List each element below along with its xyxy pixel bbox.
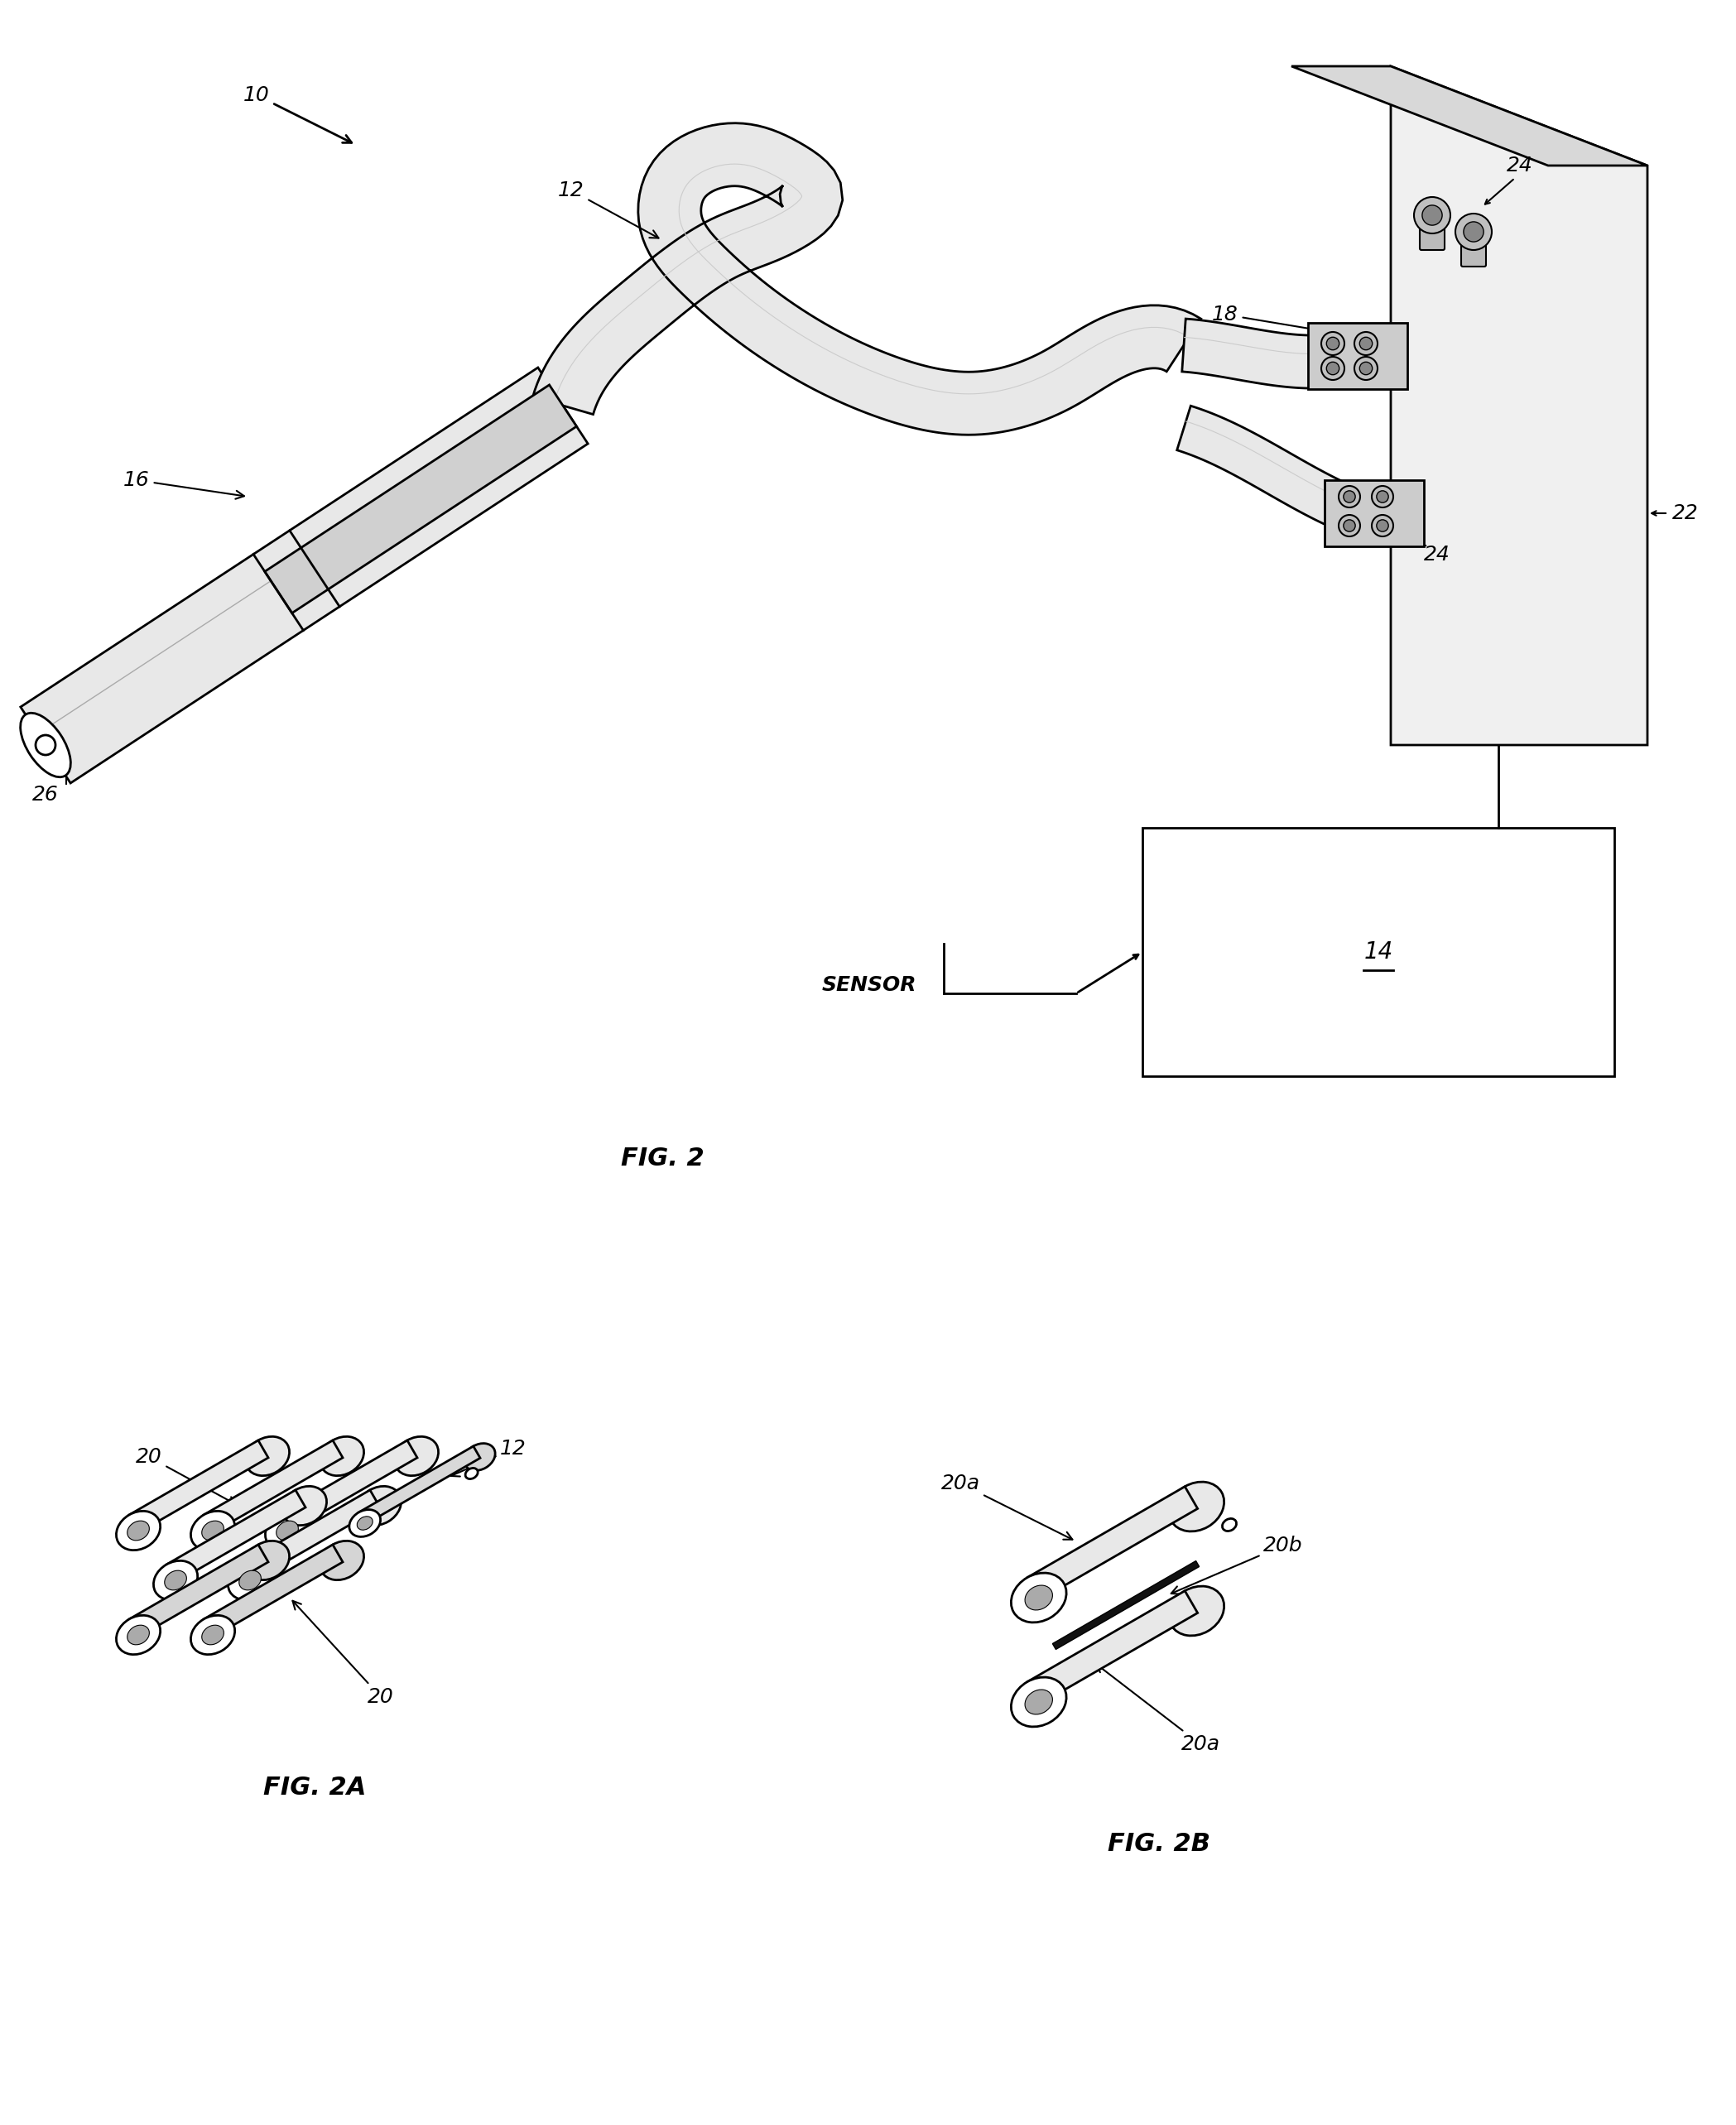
Ellipse shape <box>266 1511 309 1551</box>
Ellipse shape <box>165 1570 186 1590</box>
Circle shape <box>1321 357 1344 380</box>
Ellipse shape <box>1010 1572 1066 1621</box>
Circle shape <box>1338 514 1361 536</box>
Circle shape <box>1344 521 1356 531</box>
Polygon shape <box>1028 1488 1198 1600</box>
Text: 20a: 20a <box>1095 1664 1220 1753</box>
Text: SENSOR: SENSOR <box>821 975 917 995</box>
Circle shape <box>1354 332 1378 355</box>
Ellipse shape <box>1168 1585 1224 1636</box>
Ellipse shape <box>227 1560 273 1600</box>
Ellipse shape <box>245 1541 290 1581</box>
Ellipse shape <box>319 1437 365 1475</box>
Text: 22: 22 <box>1672 504 1698 523</box>
Circle shape <box>1371 487 1394 508</box>
Circle shape <box>1359 338 1373 351</box>
Polygon shape <box>128 1545 269 1636</box>
Ellipse shape <box>245 1437 290 1475</box>
Circle shape <box>1344 491 1356 504</box>
Polygon shape <box>203 1545 342 1636</box>
Circle shape <box>1338 487 1361 508</box>
Circle shape <box>1413 198 1450 234</box>
Polygon shape <box>1028 1592 1198 1704</box>
Circle shape <box>1326 361 1338 374</box>
Ellipse shape <box>1024 1585 1052 1611</box>
Ellipse shape <box>201 1626 224 1645</box>
Ellipse shape <box>21 714 71 778</box>
Ellipse shape <box>127 1522 149 1541</box>
Circle shape <box>1321 332 1344 355</box>
Circle shape <box>1377 521 1389 531</box>
FancyBboxPatch shape <box>1420 215 1444 251</box>
Circle shape <box>1354 357 1378 380</box>
Polygon shape <box>533 123 1201 436</box>
Text: FIG. 2: FIG. 2 <box>620 1148 705 1171</box>
Ellipse shape <box>1222 1519 1236 1532</box>
Ellipse shape <box>127 1626 149 1645</box>
Polygon shape <box>1182 319 1364 389</box>
Circle shape <box>1455 215 1491 251</box>
FancyBboxPatch shape <box>1462 230 1486 266</box>
Ellipse shape <box>276 1522 299 1541</box>
Ellipse shape <box>116 1511 160 1551</box>
Ellipse shape <box>358 1485 401 1526</box>
Text: FIG. 2A: FIG. 2A <box>264 1776 366 1800</box>
Ellipse shape <box>116 1615 160 1655</box>
Ellipse shape <box>283 1485 326 1526</box>
Polygon shape <box>203 1441 342 1532</box>
Polygon shape <box>278 1441 417 1532</box>
Polygon shape <box>21 368 589 784</box>
Circle shape <box>1359 361 1373 374</box>
Polygon shape <box>241 1490 380 1581</box>
Text: 10: 10 <box>243 85 352 142</box>
Ellipse shape <box>240 1570 260 1590</box>
Ellipse shape <box>191 1615 234 1655</box>
Ellipse shape <box>1010 1677 1066 1728</box>
Polygon shape <box>266 385 576 614</box>
Polygon shape <box>359 1447 481 1524</box>
Ellipse shape <box>349 1509 380 1536</box>
Text: 24: 24 <box>1424 544 1450 565</box>
Circle shape <box>1371 514 1394 536</box>
Polygon shape <box>1052 1562 1200 1649</box>
Polygon shape <box>128 1441 269 1532</box>
Polygon shape <box>1177 406 1366 536</box>
Text: 12: 12 <box>557 181 658 238</box>
Circle shape <box>36 735 56 754</box>
Text: 16: 16 <box>123 470 245 499</box>
Ellipse shape <box>1024 1689 1052 1715</box>
Text: 18: 18 <box>1212 304 1321 334</box>
Text: 20a: 20a <box>941 1473 1073 1538</box>
Polygon shape <box>1292 66 1647 166</box>
Polygon shape <box>1391 66 1647 746</box>
Ellipse shape <box>201 1522 224 1541</box>
Text: 12: 12 <box>451 1439 526 1477</box>
Ellipse shape <box>319 1541 365 1581</box>
Ellipse shape <box>464 1443 495 1470</box>
Text: 20b: 20b <box>1172 1536 1304 1594</box>
Bar <box>1325 480 1424 546</box>
Circle shape <box>1422 206 1443 225</box>
Text: 26: 26 <box>33 784 59 805</box>
Circle shape <box>1326 338 1338 351</box>
Text: FIG. 2B: FIG. 2B <box>1108 1832 1210 1855</box>
Ellipse shape <box>358 1517 373 1530</box>
Ellipse shape <box>1168 1481 1224 1532</box>
Ellipse shape <box>153 1560 198 1600</box>
Circle shape <box>1463 221 1484 242</box>
Circle shape <box>1377 491 1389 504</box>
Text: 24: 24 <box>1507 155 1533 176</box>
Text: 14: 14 <box>1364 941 1392 963</box>
Ellipse shape <box>394 1437 439 1475</box>
Text: 20: 20 <box>293 1600 394 1706</box>
Text: 20: 20 <box>135 1447 236 1504</box>
Bar <box>1307 323 1408 389</box>
Ellipse shape <box>465 1468 477 1479</box>
Ellipse shape <box>191 1511 234 1551</box>
Polygon shape <box>167 1490 306 1581</box>
Bar <box>1142 829 1614 1075</box>
